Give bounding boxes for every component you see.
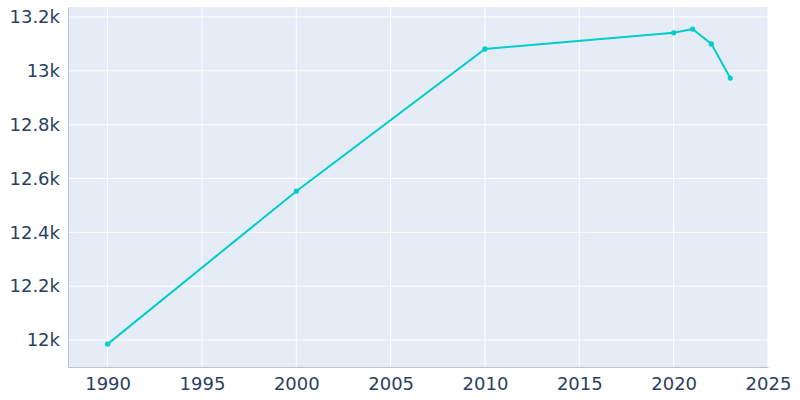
tick-label: 2000	[274, 373, 320, 394]
grid-line	[673, 7, 674, 367]
grid-line	[68, 16, 768, 17]
tick-label: 2005	[368, 373, 414, 394]
marker	[294, 189, 299, 194]
tick-label: 12.2k	[9, 275, 60, 296]
tick-label: 13.2k	[9, 6, 60, 27]
grid	[68, 7, 768, 367]
tick-label: 12k	[27, 329, 61, 350]
marker	[105, 341, 110, 346]
grid-line	[68, 124, 768, 125]
plot: 1990 1995 2000 2005 2010 2015 2020 2025 12k 12.2k…	[9, 6, 791, 394]
x-axis: 1990 1995 2000 2005 2010 2015 2020 2025	[69, 367, 792, 394]
grid-line	[484, 7, 485, 367]
tick: 13.2k	[9, 6, 68, 27]
marker	[671, 30, 676, 35]
tick: 2025	[746, 367, 792, 394]
tick: 1995	[180, 367, 226, 394]
tick: 2020	[651, 367, 697, 394]
tick: 12.6k	[9, 168, 68, 189]
grid-line	[579, 7, 580, 367]
tick: 1990	[85, 367, 131, 394]
tick-label: 12.4k	[9, 222, 60, 243]
grid-line	[68, 340, 768, 341]
tick: 13k	[27, 60, 68, 81]
chart: 1990 1995 2000 2005 2010 2015 2020 2025 12k 12.2k…	[0, 0, 800, 400]
grid-line	[768, 7, 769, 367]
grid-line	[107, 7, 108, 367]
grid-line	[68, 286, 768, 287]
tick: 2000	[274, 367, 320, 394]
marker	[728, 75, 733, 80]
tick-label: 2015	[557, 373, 603, 394]
grid-line	[68, 178, 768, 179]
grid-line	[296, 7, 297, 367]
tick-label: 2020	[651, 373, 697, 394]
marker	[690, 26, 695, 31]
tick-label: 2010	[463, 373, 509, 394]
tick-label: 12.6k	[9, 168, 60, 189]
grid-line	[201, 7, 202, 367]
marker	[709, 41, 714, 46]
tick: 2015	[557, 367, 603, 394]
grid-line	[68, 70, 768, 71]
plot-background	[68, 7, 768, 367]
tick: 12.8k	[9, 114, 68, 135]
series	[105, 26, 733, 346]
tick: 2005	[368, 367, 414, 394]
marker	[482, 46, 487, 51]
axis-line	[68, 8, 69, 368]
tick: 12k	[27, 329, 68, 350]
line	[108, 29, 731, 344]
tick: 12.4k	[9, 222, 68, 243]
grid-line	[68, 232, 768, 233]
tick-label: 1995	[180, 373, 226, 394]
axis-line	[69, 367, 769, 368]
y-axis: 12k 12.2k 12.4k 12.6k 12.8k 13k 13.2k	[9, 6, 68, 367]
grid-line	[390, 7, 391, 367]
tick-label: 2025	[746, 373, 792, 394]
tick-label: 1990	[85, 373, 131, 394]
tick: 2010	[463, 367, 509, 394]
tick: 12.2k	[9, 275, 68, 296]
tick-label: 12.8k	[9, 114, 60, 135]
tick-label: 13k	[27, 60, 61, 81]
